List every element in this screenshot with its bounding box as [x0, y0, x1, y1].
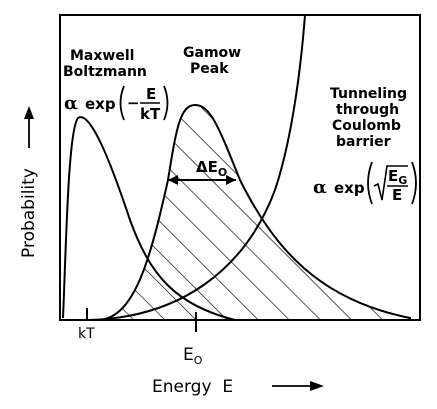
maxwell-paren-left	[119, 85, 125, 121]
gamow-label-line1: Gamow	[183, 45, 241, 61]
kt-tick-label: kT	[78, 326, 95, 342]
gamow-width-label: ΔEO	[196, 158, 227, 179]
x-axis-arrowhead	[310, 381, 324, 391]
tunneling-exp: exp	[334, 179, 365, 197]
maxwell-label-line1: Maxwell	[70, 48, 134, 64]
tunneling-paren-left	[367, 161, 373, 205]
tunneling-denominator: E	[392, 186, 402, 204]
gamow-width-arrowhead-right	[226, 175, 236, 185]
y-axis-title: Probability	[19, 168, 39, 258]
tunneling-numerator: EG	[388, 167, 407, 187]
maxwell-minus: −	[127, 94, 140, 112]
maxwell-denominator: kT	[140, 105, 161, 123]
tunneling-label-line4: barrier	[336, 134, 391, 150]
gamow-label-line2: Peak	[190, 61, 229, 77]
maxwell-label-line2: Boltzmann	[63, 64, 147, 80]
e0-tick-label: EO	[183, 345, 203, 367]
x-axis-title: Energy E	[152, 377, 233, 397]
y-axis-arrowhead	[24, 106, 34, 119]
tunneling-radical	[373, 165, 408, 201]
tunneling-formula: α exp EG E	[313, 161, 417, 205]
tunneling-paren-right	[411, 161, 417, 205]
maxwell-numerator: E	[146, 85, 156, 103]
gamow-peak-region	[99, 103, 411, 321]
tunneling-label-line3: Coulomb	[332, 118, 401, 134]
tunneling-curve	[87, 14, 306, 321]
tunneling-label-line2: through	[336, 102, 399, 118]
maxwell-alpha: α	[64, 93, 78, 114]
gamow-width-arrowhead-left	[168, 175, 178, 185]
tunneling-alpha: α	[313, 177, 327, 198]
maxwell-exp: exp	[85, 95, 116, 113]
maxwell-paren-right	[163, 85, 169, 121]
maxwell-boltzmann-curve	[62, 116, 236, 321]
maxwell-formula: α exp − E kT	[64, 85, 169, 123]
tunneling-label-line1: Tunneling	[330, 86, 407, 102]
